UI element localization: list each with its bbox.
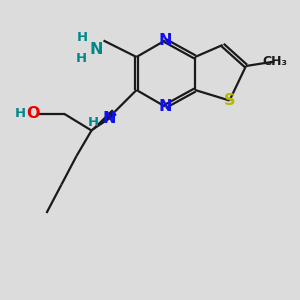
Text: O: O bbox=[26, 106, 40, 121]
Text: H: H bbox=[77, 31, 88, 44]
Text: N: N bbox=[103, 111, 116, 126]
Text: N: N bbox=[89, 42, 103, 57]
Text: N: N bbox=[158, 33, 172, 48]
Text: S: S bbox=[224, 93, 235, 108]
Text: H: H bbox=[75, 52, 87, 65]
Text: H: H bbox=[15, 107, 26, 120]
Text: N: N bbox=[158, 99, 172, 114]
Text: CH₃: CH₃ bbox=[262, 55, 287, 68]
Polygon shape bbox=[92, 110, 116, 130]
Text: H: H bbox=[87, 116, 99, 129]
